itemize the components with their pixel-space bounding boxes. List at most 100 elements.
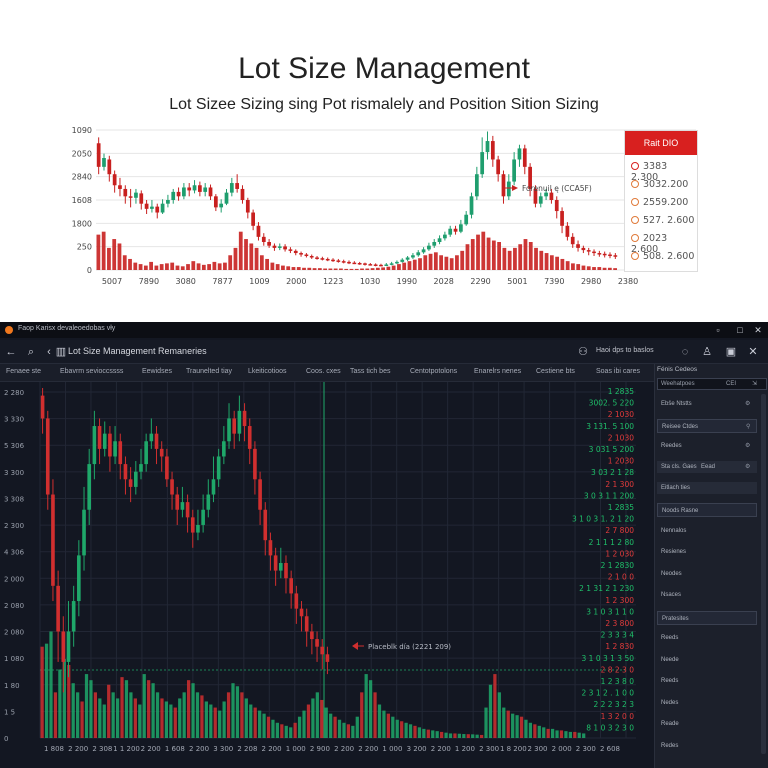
legend-marker-icon xyxy=(631,180,639,188)
x-tick-label: 2 000 xyxy=(552,745,572,753)
watchlist-item[interactable]: Neodes xyxy=(657,568,757,580)
candle-body xyxy=(56,585,60,632)
volume-bar xyxy=(444,256,449,270)
volume-bar xyxy=(466,734,470,738)
x-tick-label: 2000 xyxy=(286,277,306,286)
indicator-tab[interactable]: Coos. cxes xyxy=(306,368,341,375)
indicator-tab[interactable]: Fenaee ste xyxy=(6,368,42,375)
volume-bar xyxy=(476,234,480,270)
search-icon[interactable]: ⚲ xyxy=(746,424,751,430)
watchlist-item[interactable]: Nedes xyxy=(657,697,757,709)
watchlist-item[interactable]: Sta cls. Gaes Eead ⚙ xyxy=(657,461,757,473)
indicator-tab[interactable]: Soas ibi cares xyxy=(596,368,640,375)
settings-icon[interactable]: ◌ xyxy=(681,346,689,358)
indicator-tab[interactable]: Eewidses xyxy=(142,368,172,375)
close-icon[interactable]: ✕ xyxy=(754,325,762,335)
watchlist-item[interactable]: Pratesites xyxy=(657,610,757,625)
alert-icon[interactable]: ⚇ xyxy=(578,346,588,358)
candle-body xyxy=(427,245,431,250)
volume-bar xyxy=(262,713,266,738)
watchlist-item[interactable]: Redes xyxy=(657,740,757,752)
back-arrow-icon[interactable]: ← xyxy=(5,346,17,358)
volume-bar xyxy=(519,716,524,738)
candle-body xyxy=(51,494,55,586)
candle-body xyxy=(602,253,607,256)
indicator-tab[interactable]: Enarelrs nenes xyxy=(474,368,522,375)
watchlist-item[interactable]: Eitlach ties xyxy=(657,482,757,494)
watchlist-item[interactable]: Ebše Ntstts ⚙ xyxy=(657,398,757,410)
x-tick-label: 3 200 xyxy=(407,745,427,753)
y-tick-label: 2 280 xyxy=(4,389,24,397)
main-chart-area[interactable]: 2 280 3 330 5 306 3 300 3 308 2 300 4 306 2 000… xyxy=(0,382,654,768)
watchlist-item[interactable]: Nsaces xyxy=(657,589,757,601)
indicator-tab[interactable]: Ebavrm sevioccssss xyxy=(60,368,124,375)
watchlist-item-label: Pratesites xyxy=(662,615,689,622)
volume-bar xyxy=(159,264,164,270)
candle-body xyxy=(485,141,490,153)
watchlist-search-value: Weehatpoes xyxy=(661,381,695,387)
volume-bar xyxy=(129,692,133,738)
price-level-label: 3 1 0 3 1 1 0 xyxy=(586,607,634,616)
indicator-tab[interactable]: Cestiene bts xyxy=(536,368,575,375)
watchlist-item[interactable]: Reedes ⚙ xyxy=(657,440,757,452)
minimize-icon[interactable]: ▫ xyxy=(716,325,720,335)
gear-icon[interactable]: ⚙ xyxy=(745,464,751,470)
watchlist-item[interactable]: Reisee Ctdes ⚲ xyxy=(657,419,757,433)
volume-bar xyxy=(259,255,264,270)
volume-bar xyxy=(549,255,554,270)
legend-marker-icon xyxy=(631,162,639,170)
watchlist-item-label: Sta cls. Gaes xyxy=(661,464,697,470)
watchlist-item[interactable]: Noods Rasne xyxy=(657,503,757,517)
search-clear-icon[interactable]: ⇲ xyxy=(752,381,758,387)
watchlist-search-input[interactable]: Weehatpoes CEI ⇲ xyxy=(657,378,767,390)
candle-body xyxy=(133,471,138,487)
volume-bar xyxy=(111,692,115,738)
volume-bar xyxy=(481,231,486,270)
close-panel-icon[interactable]: ✕ xyxy=(748,346,758,358)
price-level-label: 1 2835 xyxy=(608,503,634,512)
indicator-tab[interactable]: Tass tich bes xyxy=(350,368,391,375)
candle-body xyxy=(263,509,268,541)
x-tick-label: 1 200 xyxy=(455,745,475,753)
volume-bar xyxy=(317,268,322,270)
candle-body xyxy=(235,183,240,189)
volume-bar xyxy=(169,704,173,738)
candle-body xyxy=(501,174,506,197)
watchlist-item[interactable]: Resienes xyxy=(657,546,757,558)
watchlist-item[interactable]: Reeds xyxy=(657,675,757,687)
user-icon[interactable]: ♙ xyxy=(702,346,712,358)
indicator-tab[interactable]: Lkeiticotioos xyxy=(248,368,287,375)
gear-icon[interactable]: ⚙ xyxy=(745,401,751,407)
indicator-tab[interactable]: Centotpotolons xyxy=(410,368,458,375)
maximize-icon[interactable]: □ xyxy=(737,325,743,335)
watchlist-item[interactable]: Reade xyxy=(657,718,757,730)
volume-bar xyxy=(448,733,453,738)
chart-type-icon[interactable]: ▥ xyxy=(55,346,67,358)
volume-bar xyxy=(49,631,53,738)
legend-marker-icon xyxy=(631,234,639,242)
volume-bar xyxy=(542,727,546,738)
dark-candlestick-chart[interactable]: 2 280 3 330 5 306 3 300 3 308 2 300 4 306 2 000… xyxy=(0,382,654,768)
poster-section: Lot Size Management Lot Sizee Sizing sin… xyxy=(0,0,768,320)
x-tick-label: 2 200 xyxy=(334,745,354,753)
side-panel-scrollbar[interactable] xyxy=(761,394,766,754)
price-level-label: 3 1 0 3 1 3 50 xyxy=(582,654,635,663)
chevron-left-icon[interactable]: ‹ xyxy=(47,346,51,358)
indicator-tab[interactable]: Traunelted tiay xyxy=(186,368,233,375)
candle-body xyxy=(310,631,314,640)
x-tick-label: 1 000 xyxy=(286,745,306,753)
layout-icon[interactable]: ▣ xyxy=(725,346,737,358)
candle-body xyxy=(400,259,405,262)
toolbar-account-label[interactable]: Haoi dps to baslos xyxy=(596,347,654,354)
search-icon[interactable]: ⌕ xyxy=(27,346,35,358)
watchlist-item[interactable]: Nennalos xyxy=(657,525,757,537)
gear-icon[interactable]: ⚙ xyxy=(745,443,751,449)
candle-body xyxy=(107,159,112,175)
watchlist-item[interactable]: Neede xyxy=(657,654,757,666)
volume-bar xyxy=(360,692,364,738)
legend-entry-label: 2559.200 xyxy=(643,197,689,208)
volume-bar xyxy=(164,701,169,738)
candle-body xyxy=(581,247,586,251)
volume-bar xyxy=(592,267,596,270)
watchlist-item[interactable]: Reeds xyxy=(657,632,757,644)
